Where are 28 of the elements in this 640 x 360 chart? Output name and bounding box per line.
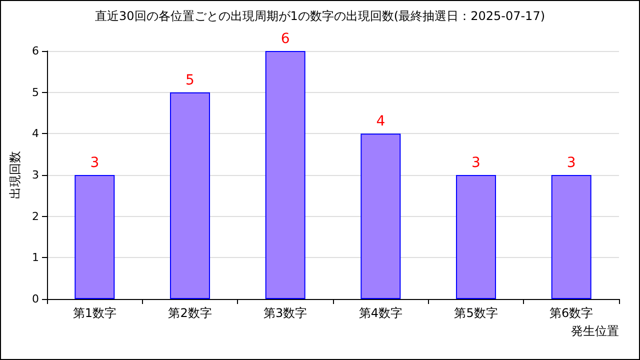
y-tick-label: 3 — [32, 168, 39, 182]
x-tick-label: 第6数字 — [550, 306, 594, 320]
y-tick-label: 1 — [32, 251, 39, 264]
x-tick-label: 第2数字 — [168, 306, 212, 320]
data-label: 3 — [566, 155, 576, 171]
bar — [551, 175, 592, 299]
x-tick-label: 第5数字 — [454, 306, 498, 320]
data-label: 3 — [472, 155, 480, 171]
x-tick-label: 第4数字 — [358, 306, 402, 320]
bar — [74, 175, 115, 299]
x-tick-label: 第1数字 — [72, 306, 116, 320]
data-label: 4 — [376, 114, 386, 130]
y-tick-label: 4 — [32, 127, 39, 140]
x-axis-title: 発生位置 — [571, 324, 619, 338]
y-tick-label: 6 — [32, 44, 39, 58]
y-axis-title: 出現回数 — [8, 151, 22, 199]
bar — [265, 51, 306, 299]
bar — [360, 134, 401, 299]
data-label: 3 — [90, 155, 100, 171]
data-label: 5 — [186, 72, 194, 88]
y-tick-label: 0 — [32, 292, 39, 306]
data-label: 6 — [280, 31, 290, 47]
x-tick-label: 第3数字 — [264, 306, 308, 320]
bar — [456, 175, 496, 299]
chart-title: 直近30回の各位置ごとの出現周期が1の数字の出現回数(最終抽選日：2025-07-17) — [94, 9, 546, 23]
y-tick-label: 5 — [32, 86, 39, 99]
y-tick-label: 2 — [32, 210, 39, 223]
bar — [170, 92, 210, 299]
